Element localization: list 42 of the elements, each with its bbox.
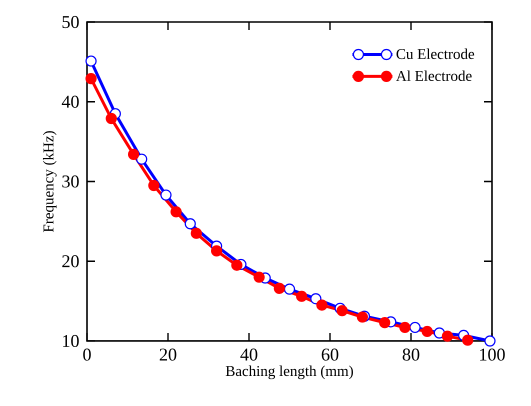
point — [128, 148, 140, 160]
legend-label: Al Electrode — [396, 70, 472, 81]
x-tick-label: 20 — [160, 348, 176, 361]
y-axis-title: Frequency (kHz) — [42, 131, 57, 232]
point — [136, 154, 148, 165]
point — [316, 300, 328, 311]
legend-label: Cu Electrode — [396, 48, 474, 60]
point — [379, 317, 390, 328]
point — [310, 293, 322, 304]
point — [211, 245, 222, 256]
y-tick-label: 20 — [62, 255, 79, 268]
y-tick-label: 50 — [62, 16, 79, 28]
point — [85, 73, 97, 84]
point — [85, 55, 97, 67]
point — [399, 322, 411, 334]
y-tick-label: 30 — [62, 175, 79, 188]
point — [274, 282, 285, 294]
point — [190, 228, 202, 239]
y-tick-label: 40 — [62, 96, 79, 108]
x-axis-title: Baching length (mm) — [226, 366, 353, 380]
x-tick-label: 60 — [322, 348, 338, 361]
point — [284, 284, 296, 295]
point — [170, 206, 182, 218]
point — [409, 322, 421, 334]
point — [422, 326, 433, 338]
point — [484, 335, 496, 347]
point — [296, 290, 308, 302]
x-tick-label: 80 — [402, 348, 420, 361]
point — [336, 305, 348, 316]
x-tick-label: 40 — [240, 348, 258, 361]
point — [160, 189, 172, 201]
point — [356, 311, 368, 323]
y-tick-label: 10 — [63, 334, 79, 348]
point — [184, 218, 196, 230]
point — [254, 272, 265, 283]
point — [442, 330, 454, 342]
point — [148, 180, 160, 192]
point — [462, 334, 474, 346]
x-tick-label: 100 — [480, 348, 505, 361]
point — [231, 260, 242, 271]
x-tick-label: 0 — [83, 348, 91, 361]
point — [106, 112, 117, 124]
